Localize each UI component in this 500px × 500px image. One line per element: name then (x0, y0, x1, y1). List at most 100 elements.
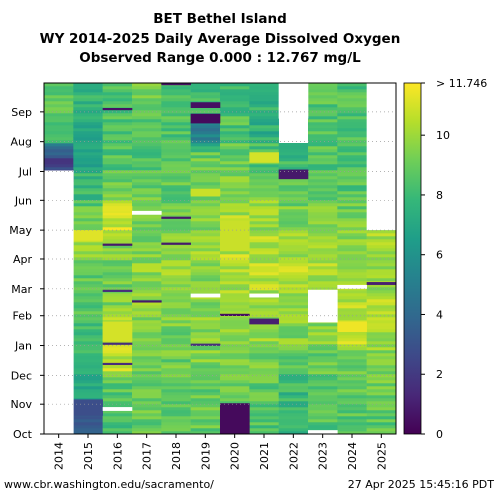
heatmap-cell (278, 425, 309, 429)
heatmap-cell (132, 143, 162, 147)
heatmap-cell (161, 296, 191, 300)
high-do-event (220, 220, 250, 251)
heatmap-cell (366, 347, 397, 351)
heatmap-cell (249, 218, 279, 222)
heatmap-cell (161, 179, 191, 183)
heatmap-cell (73, 188, 103, 192)
heatmap-cell (190, 215, 221, 219)
heatmap-cell (161, 98, 191, 102)
heatmap-cell (190, 227, 221, 231)
heatmap-cell (73, 431, 103, 435)
heatmap-cell (44, 131, 74, 135)
source-url[interactable]: www.cbr.washington.edu/sacramento/ (4, 478, 214, 491)
heatmap-cell (249, 167, 279, 171)
heatmap-cell (73, 281, 103, 285)
heatmap-cell (73, 356, 103, 360)
heatmap-cell (278, 320, 309, 324)
heatmap-cell (161, 152, 191, 156)
heatmap-cell (249, 269, 279, 273)
heatmap-cell (132, 317, 162, 321)
heatmap-cell (73, 89, 103, 93)
heatmap-cell (249, 131, 279, 135)
heatmap-cell (161, 92, 191, 96)
heatmap-cell (220, 98, 250, 102)
heatmap-cell (337, 338, 367, 342)
heatmap-cell (220, 131, 250, 135)
heatmap-cell (249, 359, 279, 363)
heatmap-cell (190, 278, 221, 282)
heatmap-cell (190, 287, 221, 291)
heatmap-cell (161, 200, 191, 204)
heatmap-cell (73, 296, 103, 300)
heatmap-cell (73, 263, 103, 267)
heatmap-cell (308, 347, 338, 351)
heatmap-cell (308, 236, 338, 240)
heatmap-cell (249, 224, 279, 228)
heatmap-cell (102, 398, 133, 402)
heatmap-cell (161, 125, 191, 129)
heatmap-cell (73, 338, 103, 342)
heatmap-cell (161, 134, 191, 138)
heatmap-cell (190, 284, 221, 288)
heatmap-cell (102, 188, 133, 192)
heatmap-cell (161, 428, 191, 432)
heatmap-cell (132, 320, 162, 324)
heatmap-cell (73, 353, 103, 357)
heatmap-cell (44, 119, 74, 123)
heatmap-cell (102, 266, 133, 270)
heatmap-cell (73, 311, 103, 315)
heatmap-cell (44, 149, 74, 153)
heatmap-cell (337, 107, 367, 111)
colorbar-tick-label: 0 (436, 428, 443, 441)
heatmap-cell (190, 314, 221, 318)
heatmap-cell (366, 389, 397, 393)
heatmap-cell (337, 335, 367, 339)
heatmap-cell (102, 386, 133, 390)
heatmap-cell (132, 257, 162, 261)
heatmap-cell (132, 119, 162, 123)
heatmap-cell (73, 122, 103, 126)
heatmap-cell (278, 356, 309, 360)
heatmap-cell (220, 329, 250, 333)
y-tick-label-jul: Jul (18, 165, 32, 178)
heatmap-cell (308, 215, 338, 219)
heatmap-cell (102, 404, 133, 408)
heatmap-cell (278, 272, 309, 276)
heatmap-cell (102, 374, 133, 378)
heatmap-cell (278, 350, 309, 354)
heatmap-cell (308, 185, 338, 189)
heatmap-cell (132, 152, 162, 156)
heatmap-cell (308, 287, 338, 291)
heatmap-cell (161, 173, 191, 177)
heatmap-cell (161, 359, 191, 363)
heatmap-cell (249, 128, 279, 132)
heatmap-cell (249, 146, 279, 150)
heatmap-cell (190, 107, 221, 111)
heatmap-cell (366, 422, 397, 426)
heatmap-cell (161, 251, 191, 255)
heatmap-cell (190, 257, 221, 261)
heatmap-cell (190, 170, 221, 174)
heatmap-cell (44, 95, 74, 99)
heatmap-cell (102, 140, 133, 144)
heatmap-cell (220, 257, 250, 261)
heatmap-cell (337, 161, 367, 165)
heatmap-cell (337, 269, 367, 273)
heatmap-cell (73, 125, 103, 129)
heatmap-cell (161, 416, 191, 420)
heatmap-cell (249, 347, 279, 351)
heatmap-cell (44, 86, 74, 90)
heatmap-cell (308, 89, 338, 93)
heatmap-cell (132, 413, 162, 417)
heatmap-cell (44, 125, 74, 129)
heatmap-cell (278, 302, 309, 306)
heatmap-cell (102, 353, 133, 357)
low-do-event (102, 289, 133, 292)
heatmap-cell (337, 422, 367, 426)
heatmap-cell (190, 248, 221, 252)
heatmap-cell (73, 251, 103, 255)
heatmap-cell (73, 107, 103, 111)
heatmap-cell (220, 383, 250, 387)
heatmap-cell (366, 425, 397, 429)
heatmap-cell (278, 407, 309, 411)
